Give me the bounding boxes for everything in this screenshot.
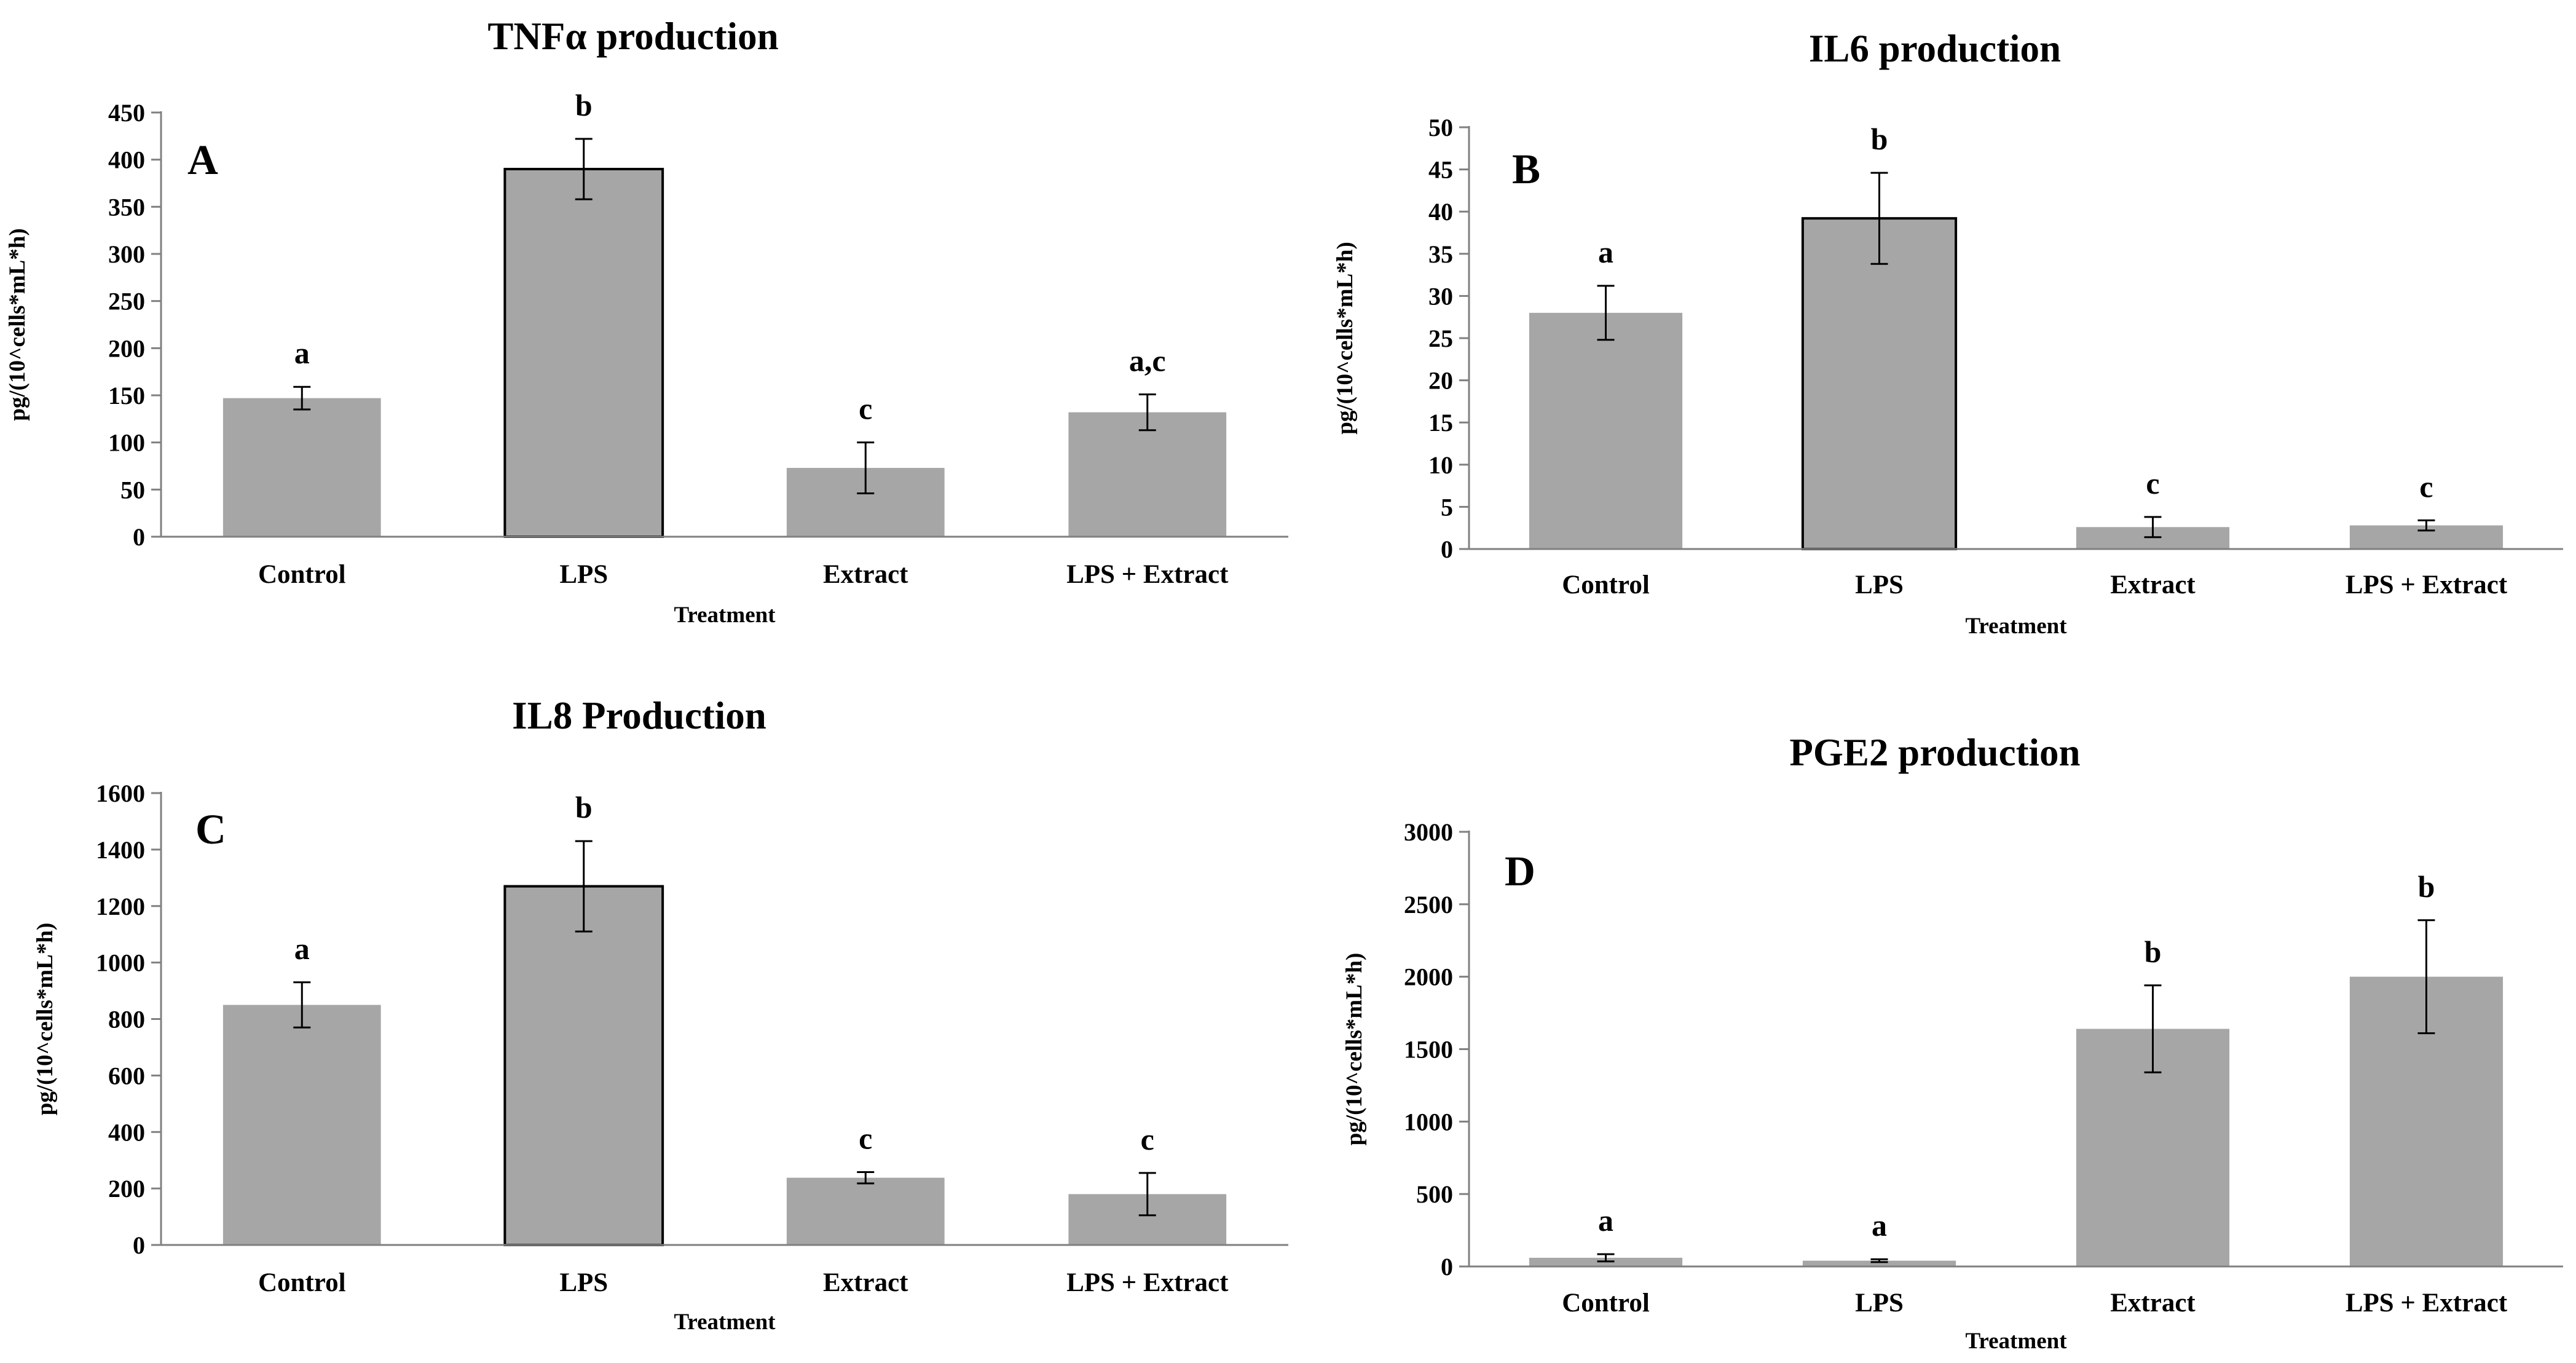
category-label: Extract	[823, 560, 908, 589]
y-tick-label: 5	[1441, 493, 1453, 521]
x-axis-label: Treatment	[1965, 614, 2067, 639]
y-tick-label: 15	[1428, 409, 1453, 437]
category-label: LPS	[559, 560, 608, 589]
category-label: Control	[258, 560, 346, 589]
y-tick-label: 25	[1428, 325, 1453, 352]
category-label: LPS	[1855, 571, 1904, 599]
y-tick-label: 800	[108, 1006, 145, 1033]
chart-panel-d: PGE2 production Dpg/(10^cells*mL*h) 0 500 10…	[1342, 731, 2563, 1354]
bar-control	[1529, 312, 1683, 549]
y-tick-label: 1600	[96, 780, 145, 807]
chart-title: TNFα production	[487, 15, 778, 58]
y-tick-label: 350	[108, 193, 145, 221]
significance-label: c	[2146, 466, 2159, 500]
y-tick-label: 450	[108, 99, 145, 127]
category-label: LPS	[1855, 1289, 1904, 1318]
bar-control	[223, 398, 381, 537]
chart-panel-a: TNFα production Apg/(10^cells*mL*h) 0 50 100…	[5, 15, 1288, 628]
category-label: Extract	[2110, 571, 2196, 599]
significance-label: c	[2419, 469, 2433, 504]
y-tick-label: 250	[108, 288, 145, 315]
bar-lps	[503, 168, 664, 538]
chart-title: IL6 production	[1809, 27, 2061, 70]
category-label: LPS + Extract	[2346, 571, 2508, 599]
category-label: Control	[1562, 571, 1650, 599]
significance-label: c	[859, 392, 872, 426]
significance-label: a	[294, 931, 310, 966]
x-axis-label: Treatment	[1965, 1329, 2067, 1354]
significance-label: b	[2418, 869, 2435, 904]
y-tick-label: 200	[108, 1175, 145, 1203]
category-label: LPS + Extract	[1066, 560, 1229, 589]
y-tick-label: 40	[1428, 198, 1453, 226]
chart-panel-c: IL8 Production Cpg/(10^cells*mL*h) 0 200 400…	[33, 694, 1288, 1335]
y-tick-label: 45	[1428, 156, 1453, 184]
y-tick-label: 0	[133, 1231, 145, 1259]
y-tick-label: 0	[1441, 535, 1453, 563]
significance-label: a	[1872, 1208, 1887, 1243]
significance-label: a	[1598, 235, 1613, 269]
y-tick-label: 2000	[1404, 963, 1453, 991]
significance-label: b	[2145, 934, 2162, 969]
bar-lps	[503, 885, 664, 1246]
significance-label: b	[575, 790, 593, 824]
y-tick-label: 100	[108, 429, 145, 457]
significance-label: b	[1871, 122, 1888, 156]
bar-lps	[1802, 1260, 1956, 1266]
x-axis-label: Treatment	[674, 602, 776, 628]
panel-label: A	[187, 136, 218, 183]
y-tick-label: 500	[1416, 1180, 1453, 1208]
significance-label: a,c	[1129, 343, 1166, 377]
bar-extract	[786, 1177, 945, 1245]
y-tick-label: 1500	[1404, 1036, 1453, 1064]
significance-label: c	[859, 1121, 872, 1155]
y-tick-label: 1000	[96, 949, 145, 977]
x-axis-label: Treatment	[674, 1310, 776, 1335]
y-tick-label: 50	[120, 476, 145, 504]
y-tick-label: 10	[1428, 451, 1453, 479]
y-axis-label: pg/(10^cells*mL*h)	[1333, 242, 1358, 434]
y-tick-label: 600	[108, 1062, 145, 1089]
y-tick-label: 3000	[1404, 818, 1453, 846]
y-tick-label: 0	[1441, 1253, 1453, 1281]
y-tick-label: 150	[108, 382, 145, 409]
y-axis-label: pg/(10^cells*mL*h)	[33, 923, 58, 1115]
category-label: Extract	[2110, 1289, 2196, 1318]
category-label: Control	[258, 1268, 346, 1297]
y-tick-label: 50	[1428, 114, 1453, 141]
y-axis-label: pg/(10^cells*mL*h)	[5, 228, 30, 421]
chart-panel-b: IL6 production Bpg/(10^cells*mL*h) 0 5 10 15 2…	[1333, 27, 2563, 639]
y-tick-label: 0	[133, 523, 145, 551]
y-tick-label: 30	[1428, 282, 1453, 310]
y-tick-label: 1400	[96, 836, 145, 864]
category-label: LPS + Extract	[2346, 1289, 2508, 1318]
panel-label: C	[195, 806, 226, 853]
category-label: Control	[1562, 1289, 1650, 1318]
y-tick-label: 1200	[96, 893, 145, 920]
category-label: LPS	[559, 1268, 608, 1297]
y-tick-label: 1000	[1404, 1108, 1453, 1136]
y-tick-label: 400	[108, 1118, 145, 1146]
bar-lps	[1801, 217, 1958, 550]
y-tick-label: 35	[1428, 240, 1453, 268]
y-tick-label: 300	[108, 240, 145, 268]
y-tick-label: 2500	[1404, 891, 1453, 919]
significance-label: a	[294, 336, 310, 370]
significance-label: b	[575, 88, 593, 122]
category-label: Extract	[823, 1268, 908, 1297]
bar-control	[223, 1005, 381, 1245]
y-tick-label: 20	[1428, 367, 1453, 395]
chart-title: IL8 Production	[512, 694, 766, 737]
y-tick-label: 400	[108, 146, 145, 174]
category-label: LPS + Extract	[1066, 1268, 1229, 1297]
y-axis-label: pg/(10^cells*mL*h)	[1342, 953, 1367, 1145]
panel-label: B	[1512, 146, 1540, 192]
significance-label: a	[1598, 1203, 1613, 1238]
chart-title: PGE2 production	[1789, 731, 2080, 774]
panel-label: D	[1505, 848, 1535, 895]
significance-label: c	[1141, 1122, 1154, 1156]
bar-lps-extract	[1068, 412, 1227, 537]
y-tick-label: 200	[108, 334, 145, 362]
